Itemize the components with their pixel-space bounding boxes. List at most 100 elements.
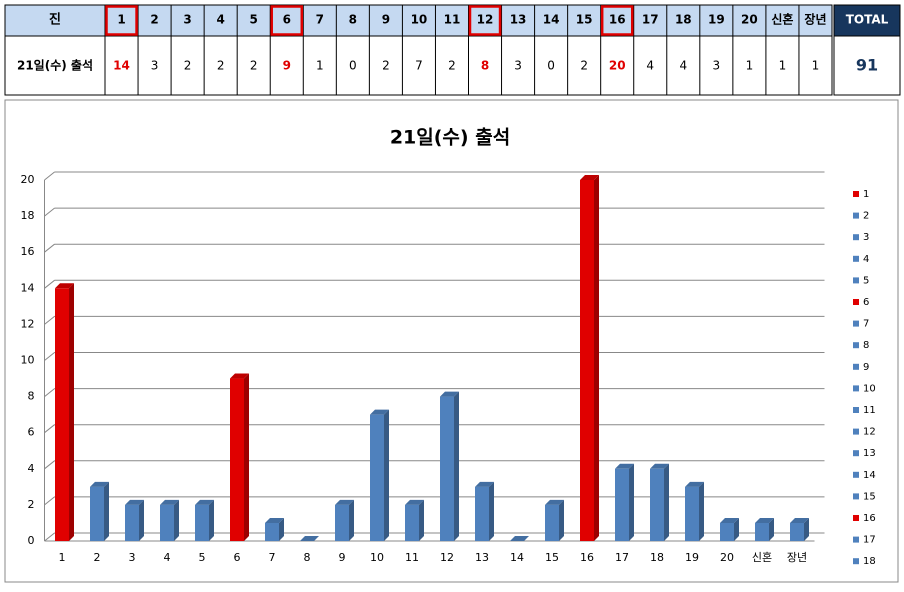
highlight-box [468, 5, 502, 36]
bar-side [804, 517, 809, 541]
bar-top [650, 463, 669, 469]
bar-side [279, 517, 284, 541]
legend-marker [853, 277, 859, 284]
bar-side [664, 463, 669, 541]
legend-label: 2 [863, 211, 869, 222]
bar-top [335, 499, 354, 505]
bar-side [594, 175, 599, 541]
cell-value: 0 [349, 59, 357, 73]
legend-label: 14 [863, 470, 876, 481]
x-tick-label: 11 [405, 551, 419, 564]
bar-top [125, 499, 144, 505]
bar [230, 378, 244, 541]
legend-label: 3 [863, 232, 869, 243]
cell-value: 4 [646, 59, 654, 73]
bar [720, 522, 734, 541]
column-header: 13 [510, 13, 527, 27]
column-header: 신혼 [771, 12, 793, 27]
x-tick-label: 2 [94, 551, 101, 564]
grid-line [44, 207, 55, 217]
bar [615, 468, 629, 541]
bar-top [545, 499, 564, 505]
x-tick-label: 1 [59, 551, 66, 564]
bar [580, 180, 594, 541]
column-header: 11 [444, 13, 461, 27]
legend-marker [853, 407, 859, 413]
legend-label: 18 [863, 556, 876, 567]
cell-value: 3 [713, 59, 721, 73]
cell-value: 14 [113, 59, 130, 73]
y-tick-label: 14 [21, 281, 35, 294]
grid-line [44, 171, 55, 181]
bar [685, 486, 699, 541]
legend-label: 13 [863, 448, 876, 459]
grid-line [44, 532, 55, 542]
cell-value: 8 [481, 59, 489, 73]
column-header: 장년 [804, 13, 826, 27]
bar-top [370, 409, 389, 415]
legend-marker [853, 255, 859, 262]
bar [545, 504, 559, 541]
column-header: 17 [642, 13, 659, 27]
cell-value: 2 [448, 59, 456, 73]
bar [55, 288, 69, 541]
bar [335, 504, 349, 541]
cell-value: 2 [382, 59, 390, 73]
cell-value: 1 [812, 59, 820, 73]
bar-side [244, 373, 249, 541]
bar-top [55, 283, 74, 289]
total-header-cell [833, 4, 901, 37]
bar-top [685, 481, 704, 487]
chart-title: 21일(수) 출석 [390, 127, 510, 149]
x-tick-label: 20 [720, 551, 734, 564]
bar [440, 396, 454, 541]
column-header: 7 [316, 13, 324, 27]
cell-value: 9 [283, 59, 291, 73]
cell-value: 2 [580, 59, 588, 73]
total-value: 91 [856, 56, 878, 75]
x-tick-label: 3 [129, 551, 136, 564]
column-header: 8 [349, 13, 357, 27]
legend-marker [853, 385, 859, 392]
y-tick-label: 6 [28, 426, 35, 439]
cell-value: 2 [250, 59, 258, 73]
x-tick-label: 9 [339, 551, 346, 564]
cell-value: 1 [746, 59, 754, 73]
bar-side [559, 499, 564, 541]
bar [160, 504, 174, 541]
bar-side [139, 499, 144, 541]
y-tick-label: 10 [21, 354, 35, 367]
legend-marker [853, 471, 859, 478]
cell-value: 1 [779, 59, 787, 73]
header-row [4, 4, 833, 37]
column-header: 20 [741, 13, 758, 27]
bar-side [699, 481, 704, 541]
bar-side [384, 409, 389, 541]
data-row [4, 35, 833, 96]
x-tick-label: 18 [650, 551, 664, 564]
y-tick-label: 4 [28, 462, 35, 475]
cell-value: 20 [609, 59, 626, 73]
x-tick-label: 14 [510, 551, 524, 564]
highlight-box [105, 5, 138, 36]
cell-value: 3 [514, 59, 522, 73]
bar-side [174, 499, 179, 541]
y-tick-label: 20 [21, 173, 35, 186]
column-header: 15 [576, 13, 593, 27]
bar-top [405, 499, 424, 505]
y-tick-label: 12 [21, 317, 35, 330]
legend-marker [853, 299, 859, 305]
bar-top [90, 481, 109, 487]
cell-value: 4 [679, 59, 687, 73]
x-tick-label: 19 [685, 551, 699, 564]
column-header: 9 [382, 13, 390, 27]
x-tick-label: 7 [269, 551, 276, 564]
bar-side [349, 499, 354, 541]
bar-top [195, 499, 214, 505]
legend-marker [853, 191, 859, 197]
bar-top [790, 517, 809, 523]
legend-label: 1 [863, 189, 869, 200]
column-header: 5 [250, 13, 258, 27]
legend-marker [853, 493, 859, 500]
